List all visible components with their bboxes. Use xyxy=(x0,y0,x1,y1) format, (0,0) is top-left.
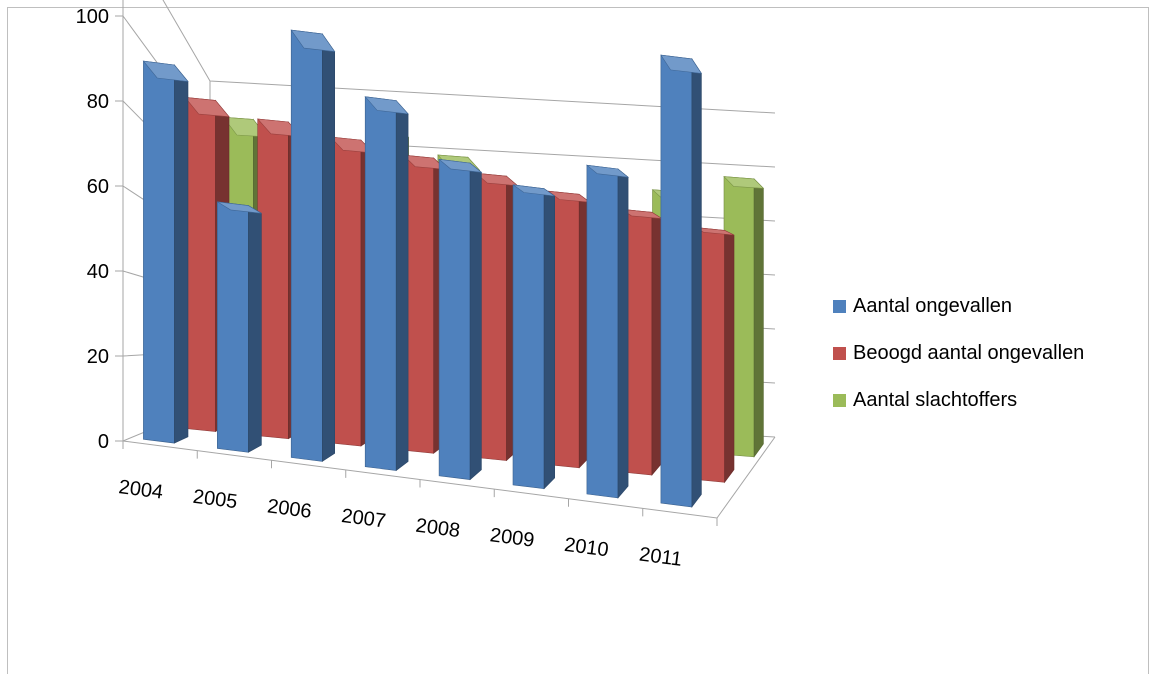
bar-front-face xyxy=(257,118,289,440)
legend-label-1: Beoogd aantal ongevallen xyxy=(853,342,1085,364)
legend-swatch-0 xyxy=(833,300,846,313)
bar-front-face xyxy=(660,54,693,508)
bar-side-face xyxy=(174,64,189,444)
bar-top-face xyxy=(438,158,483,173)
xtick-label-2008: 2008 xyxy=(414,515,461,543)
ytick-label-1: 20 xyxy=(87,346,109,368)
legend-swatch-1 xyxy=(833,347,846,360)
legend-swatch-2 xyxy=(833,394,846,407)
bar-top-face xyxy=(585,164,630,178)
bar-0-2004 xyxy=(142,60,189,444)
bar-side-face xyxy=(469,162,482,481)
bar-front-face xyxy=(290,29,323,462)
xtick-label-2010: 2010 xyxy=(563,534,610,562)
ytick-label-0: 0 xyxy=(98,431,109,453)
bar-side-face xyxy=(753,178,764,458)
bar-top-face xyxy=(512,184,555,197)
bar-front-face xyxy=(438,158,471,480)
bar-1-2010 xyxy=(621,208,663,476)
ytick-label-4: 80 xyxy=(87,91,109,113)
bar-top-face xyxy=(660,54,703,74)
legend-label-0: Aantal ongevallen xyxy=(853,295,1013,317)
legend-item-1: Beoogd aantal ongevallen xyxy=(833,330,1143,377)
legend-label-2: Aantal slachtoffers xyxy=(853,389,1018,411)
bar-side-face xyxy=(651,211,663,476)
bar-0-2009 xyxy=(512,184,556,490)
bar-top-face xyxy=(217,201,262,214)
bar-0-2006 xyxy=(290,29,336,462)
bar-0-2010 xyxy=(585,164,630,499)
bar-side-face xyxy=(395,99,409,472)
ytick-label-5: 100 xyxy=(76,6,109,28)
bar-front-face xyxy=(364,96,397,471)
bar-front-face xyxy=(512,184,545,490)
legend-item-0: Aantal ongevallen xyxy=(833,283,1143,330)
ytick-label-2: 40 xyxy=(87,261,109,283)
xtick-label-2006: 2006 xyxy=(266,495,313,523)
ytick-label-3: 60 xyxy=(87,176,109,198)
bar-side-face xyxy=(691,57,702,508)
bar-side-face xyxy=(617,168,629,499)
bar-0-2008 xyxy=(438,158,483,481)
xtick-label-2005: 2005 xyxy=(192,486,239,514)
bar-0-2011 xyxy=(660,54,703,508)
legend-item-2: Aantal slachtoffers xyxy=(833,377,1143,424)
bar-0-2005 xyxy=(217,201,262,453)
bar-top-face xyxy=(142,60,189,82)
bar-top-face xyxy=(723,176,765,189)
bar-top-face xyxy=(184,96,230,118)
xtick-label-2011: 2011 xyxy=(638,544,683,571)
chart-legend: Aantal ongevallen Beoogd aantal ongevall… xyxy=(833,283,1143,424)
bar-1-2008 xyxy=(474,172,519,462)
bar-top-face xyxy=(290,29,336,52)
bar-0-2007 xyxy=(364,96,409,472)
gridline-6 xyxy=(162,0,776,114)
bar-front-face xyxy=(217,201,249,453)
bar-side-face xyxy=(543,188,556,490)
bar-1-2011 xyxy=(693,226,735,484)
bar-side-face xyxy=(248,205,262,453)
bar-side-face xyxy=(724,229,735,484)
bar-front-face xyxy=(184,96,216,432)
bar-side-face xyxy=(321,32,336,462)
bar-front-face xyxy=(586,164,619,499)
bar-front-face xyxy=(143,60,175,444)
bar-top-face xyxy=(364,96,409,115)
xtick-label-2007: 2007 xyxy=(340,505,387,533)
xtick-label-2009: 2009 xyxy=(489,524,536,552)
xtick-label-2004: 2004 xyxy=(117,476,164,504)
